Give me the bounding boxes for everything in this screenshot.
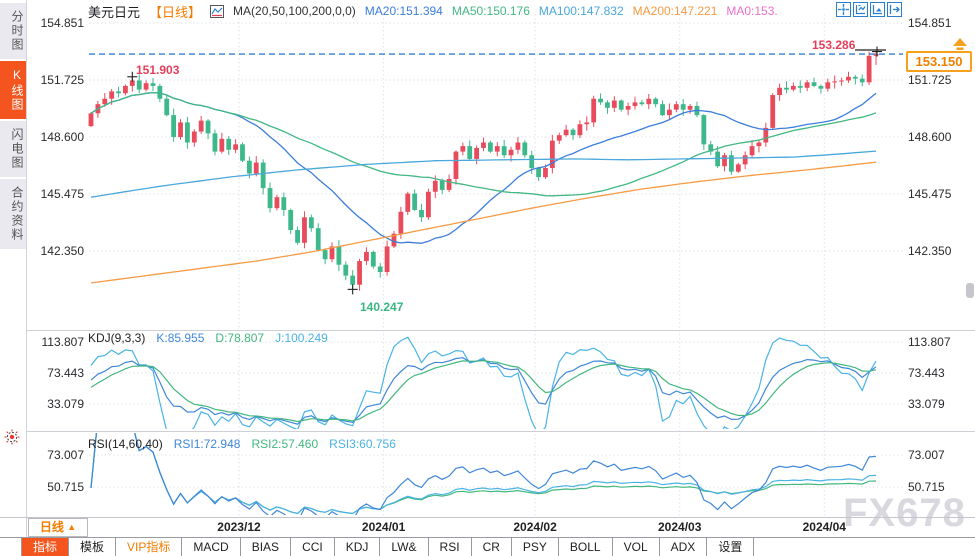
sidebar-tab-4[interactable]: 合约资料 xyxy=(0,179,26,249)
tab-bar-spacer xyxy=(0,538,22,556)
kdj-j-value: J:100.249 xyxy=(275,331,328,345)
price-axis-label: 151.725 xyxy=(40,73,84,88)
bottom-tab-VIP指标[interactable]: VIP指标 xyxy=(116,538,183,556)
bottom-tab-模板[interactable]: 模板 xyxy=(69,538,117,556)
ma50-value: MA50:150.176 xyxy=(451,4,530,18)
rsi-axis-label: 50.715 xyxy=(47,480,84,494)
price-alert-arrow-icon xyxy=(953,38,967,46)
date-axis-row: 日线 ▲ 2023/12 2024/01 2024/02 2024/03 2024/04 xyxy=(0,517,975,537)
bottom-tab-MACD[interactable]: MACD xyxy=(182,538,241,556)
candlestick-series xyxy=(88,51,879,291)
bottom-tab-设置[interactable]: 设置 xyxy=(707,538,755,556)
date-label: 2023/12 xyxy=(217,520,261,534)
last-price-tag: 153.150 xyxy=(906,51,972,72)
rsi3-value: RSI3:60.756 xyxy=(329,437,396,451)
kdj-axis-label: 73.443 xyxy=(908,365,945,380)
rsi-axis-label: 73.007 xyxy=(908,448,945,462)
ma0-value: MA0:153. xyxy=(726,4,778,18)
price-axis-label: 154.851 xyxy=(40,16,84,30)
chart-toolbar xyxy=(836,2,902,17)
period-selector[interactable]: 日线 ▲ xyxy=(28,518,88,537)
chevron-up-icon: ▲ xyxy=(67,522,77,532)
kdj-axis-label: 33.079 xyxy=(908,396,945,411)
kdj-d-value: D:78.807 xyxy=(215,331,265,345)
sidebar-tab-1[interactable]: 分时图 xyxy=(0,3,26,59)
bottom-tab-VOL[interactable]: VOL xyxy=(613,538,660,556)
chart-canvas[interactable] xyxy=(0,0,975,517)
chart-type-sidebar: 分时图 K线图 闪电图 合约资料 xyxy=(0,0,27,556)
chart-header: 美元日元 【日线】 MA(20,50,100,200,0,0) MA20:151… xyxy=(88,3,778,20)
kdj-params: KDJ(9,3,3) xyxy=(88,331,146,345)
date-label: 2024/02 xyxy=(513,520,557,534)
sidebar-tab-2[interactable]: K线图 xyxy=(0,61,26,119)
period-selector-label: 日线 xyxy=(39,520,64,534)
date-label: 2024/04 xyxy=(802,520,846,534)
price-axis-label: 148.600 xyxy=(40,130,84,145)
kdj-header: KDJ(9,3,3) K:85.955 D:78.807 J:100.249 xyxy=(88,331,328,345)
price-axis-label: 145.475 xyxy=(40,187,84,202)
sidebar-tab-3[interactable]: 闪电图 xyxy=(0,121,26,177)
kdj-axis-label: 33.079 xyxy=(47,396,84,411)
bottom-tab-LW&[interactable]: LW& xyxy=(380,538,429,556)
ma-params-label: MA(20,50,100,200,0,0) xyxy=(233,4,356,18)
period-label: 【日线】 xyxy=(149,4,202,20)
price-axis-label: 148.600 xyxy=(908,130,952,145)
bottom-tab-指标[interactable]: 指标 xyxy=(22,538,70,556)
rsi2-value: RSI2:57.460 xyxy=(251,437,319,451)
bottom-tab-RSI[interactable]: RSI xyxy=(429,538,472,556)
kdj-axis-label: 73.443 xyxy=(47,365,84,380)
bottom-tab-BIAS[interactable]: BIAS xyxy=(241,538,292,556)
ma20-value: MA20:151.394 xyxy=(364,4,443,18)
bottom-tab-BOLL[interactable]: BOLL xyxy=(559,538,613,556)
ma200-value: MA200:147.221 xyxy=(632,4,718,18)
bottom-tab-PSY[interactable]: PSY xyxy=(512,538,559,556)
rsi1-value: RSI1:72.948 xyxy=(173,437,241,451)
gridlines xyxy=(27,14,975,516)
price-axis-label: 151.725 xyxy=(908,73,952,88)
rsi-params: RSI(14,60,40) xyxy=(88,437,163,451)
price-axis-label: 145.475 xyxy=(908,187,952,202)
kdj-axis-label: 113.807 xyxy=(908,335,951,349)
live-blink-icon[interactable] xyxy=(4,429,20,445)
watermark: FX678 xyxy=(843,491,966,535)
rsi-axis-label: 50.715 xyxy=(908,480,945,494)
go-to-latest-icon[interactable] xyxy=(887,2,902,17)
swing-high-apr-label: 153.286 xyxy=(812,38,856,52)
swing-low-dec-label: 140.247 xyxy=(360,300,404,314)
swing-high-nov-label: 151.903 xyxy=(136,63,180,77)
indicator-tab-bar: 指标 模板 VIP指标 MACD BIAS CCI KDJ LW& RSI CR PSY BOLL VO… xyxy=(0,537,975,556)
bottom-tab-ADX[interactable]: ADX xyxy=(660,538,708,556)
price-axis-label: 142.350 xyxy=(908,244,952,259)
price-axis-label: 154.851 xyxy=(908,16,952,30)
bottom-tab-CR[interactable]: CR xyxy=(472,538,512,556)
bottom-tab-CCI[interactable]: CCI xyxy=(291,538,335,556)
x-axis-scale-icon[interactable] xyxy=(870,2,885,17)
scrollbar-thumb[interactable] xyxy=(966,283,974,298)
price-axis-label: 142.350 xyxy=(40,244,84,259)
y-axis-scale-icon[interactable] xyxy=(853,2,868,17)
symbol-name: 美元日元 xyxy=(88,4,141,20)
indicator-settings-icon[interactable] xyxy=(210,4,225,18)
date-label: 2024/03 xyxy=(657,520,702,534)
crosshair-icon[interactable] xyxy=(836,2,851,17)
date-label: 2024/01 xyxy=(361,520,406,534)
ma100-value: MA100:147.832 xyxy=(538,4,624,18)
rsi-axis-label: 73.007 xyxy=(47,448,84,462)
kdj-axis-label: 113.807 xyxy=(41,335,85,349)
rsi-header: RSI(14,60,40) RSI1:72.948 RSI2:57.460 RS… xyxy=(88,437,396,451)
kdj-k-value: K:85.955 xyxy=(156,331,205,345)
bottom-tab-KDJ[interactable]: KDJ xyxy=(335,538,381,556)
